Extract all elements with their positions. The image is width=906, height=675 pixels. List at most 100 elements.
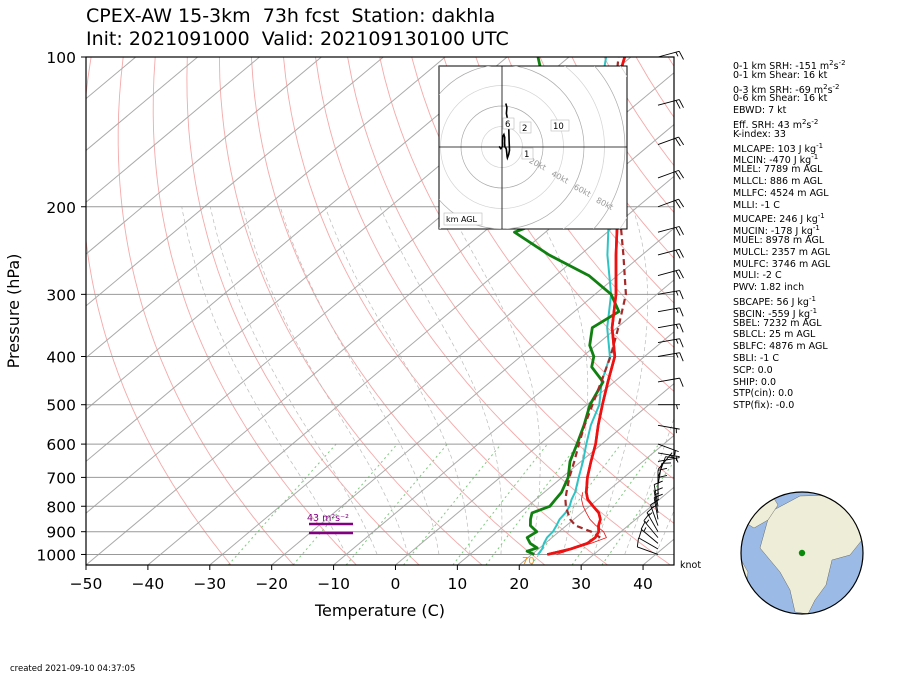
index-line: K-index: 33 xyxy=(733,128,786,140)
wind-barb xyxy=(657,269,684,280)
y-tick-label: 300 xyxy=(46,286,76,304)
dry-adiabat xyxy=(475,57,674,348)
moist-adiabat xyxy=(209,206,378,555)
y-tick-label: 700 xyxy=(46,469,76,487)
isotherm xyxy=(209,175,674,565)
mixing-ratio-line xyxy=(228,443,337,565)
chart-title-line1: CPEX-AW 15-3km 73h fcst Station: dakhla xyxy=(86,5,496,27)
dry-adiabat xyxy=(443,57,674,392)
mixing-ratio-line xyxy=(403,443,502,565)
plot-area: 43 m²s⁻² 70 xyxy=(86,57,906,565)
index-line: 0-1 km Shear: 16 kt xyxy=(733,69,828,81)
wind-barb xyxy=(640,520,659,544)
hodograph-height-label: 6 xyxy=(502,117,515,130)
wind-barb xyxy=(643,513,659,538)
wind-barb xyxy=(658,404,680,410)
dry-adiabat xyxy=(507,57,674,304)
moist-adiabat xyxy=(242,206,409,555)
moist-adiabat xyxy=(379,206,503,555)
isotherm xyxy=(86,57,260,203)
y-tick-label: 600 xyxy=(46,436,76,454)
index-line: MLLI: -1 C xyxy=(733,199,780,211)
wind-barb xyxy=(657,377,684,387)
mixing-ratio-line xyxy=(452,443,548,565)
x-tick-label: −10 xyxy=(317,575,350,593)
wind-barb xyxy=(657,307,684,317)
isotherm xyxy=(395,331,674,565)
globe-outline xyxy=(740,491,864,615)
wind-barb xyxy=(657,443,679,456)
isotherm xyxy=(147,123,674,565)
wind-barb xyxy=(657,136,685,147)
wind-barb xyxy=(657,226,684,236)
index-line: MLCIN: -470 J kg-1 xyxy=(733,153,819,167)
index-line: MLEL: 7789 m AGL xyxy=(733,164,823,176)
dry-adiabat xyxy=(186,57,420,565)
isotherm xyxy=(518,434,674,565)
isotherm xyxy=(86,57,198,152)
dewpoint-line xyxy=(513,57,621,556)
index-line: SCP: 0.0 xyxy=(733,364,773,376)
parcel-line xyxy=(564,57,627,539)
hodograph-corner-box xyxy=(443,212,483,226)
dry-adiabat xyxy=(379,57,674,480)
x-tick-label: −30 xyxy=(193,575,226,593)
chart-title-line2: Init: 2021091000 Valid: 202109130100 UTC xyxy=(86,28,509,50)
moist-adiabat xyxy=(533,206,589,555)
index-line: 0-3 km SRH: -69 m2s-2 xyxy=(733,82,840,96)
y-tick-label: 800 xyxy=(46,498,76,516)
mixing-ratio-line xyxy=(601,461,674,565)
created-timestamp: created 2021-09-10 04:37:05 xyxy=(10,664,136,674)
eff-srh-annotation: 43 m²s⁻² xyxy=(307,513,349,524)
y-tick-label: 400 xyxy=(46,349,76,367)
x-tick-label: −50 xyxy=(70,575,103,593)
x-tick-label: 10 xyxy=(448,575,468,593)
index-line: MULCL: 2357 m AGL xyxy=(733,246,831,258)
isotherm xyxy=(86,57,384,307)
index-line: SBLCL: 25 m AGL xyxy=(733,329,816,341)
dry-adiabat xyxy=(347,57,674,524)
index-line: MUCAPE: 246 J kg-1 xyxy=(733,212,825,226)
y-axis-label: Pressure (hPa) xyxy=(4,254,23,369)
svg-text:10: 10 xyxy=(553,122,564,132)
wind-barb xyxy=(657,338,684,348)
isotherm xyxy=(86,57,446,359)
y-tick-label: 200 xyxy=(46,199,76,217)
plot-frame xyxy=(85,56,675,566)
y-tick-label: 100 xyxy=(46,49,76,67)
hodograph-height-label: 1 xyxy=(521,147,534,160)
mixing-ratio-line xyxy=(485,443,579,565)
index-line: MULI: -2 C xyxy=(733,270,782,282)
wind-unit-label: knot xyxy=(680,560,702,571)
hodograph-height-label: 10 xyxy=(550,119,570,132)
dry-adiabat xyxy=(117,57,295,565)
dry-adiabat xyxy=(152,57,357,565)
hodograph-corner-label: km AGL xyxy=(446,215,478,224)
x-tick-label: −20 xyxy=(255,575,288,593)
dry-adiabat xyxy=(283,57,608,565)
wind-barb xyxy=(657,452,675,470)
isotherm xyxy=(86,57,508,411)
y-tick-label: 900 xyxy=(46,524,76,542)
x-axis-label: Temperature (C) xyxy=(314,601,445,620)
isotherm xyxy=(333,279,674,565)
index-line: SBEL: 7232 m AGL xyxy=(733,317,822,329)
dry-adiabat xyxy=(218,57,483,565)
wind-barb xyxy=(657,198,685,209)
station-marker xyxy=(798,549,806,557)
globe-map xyxy=(740,491,864,615)
wind-barb xyxy=(638,529,659,550)
index-line: 0-1 km SRH: -151 m2s-2 xyxy=(733,59,846,73)
wind-barb xyxy=(657,99,684,109)
dry-adiabat xyxy=(893,57,906,565)
isotherm xyxy=(86,57,322,255)
x-tick-label: −40 xyxy=(132,575,165,593)
index-line: MUCIN: -178 J kg-1 xyxy=(733,224,820,238)
dry-adiabat xyxy=(86,57,232,565)
wind-barb xyxy=(657,452,680,461)
svg-text:2: 2 xyxy=(522,124,527,134)
wind-barb xyxy=(657,424,680,434)
isotherm xyxy=(271,227,674,565)
